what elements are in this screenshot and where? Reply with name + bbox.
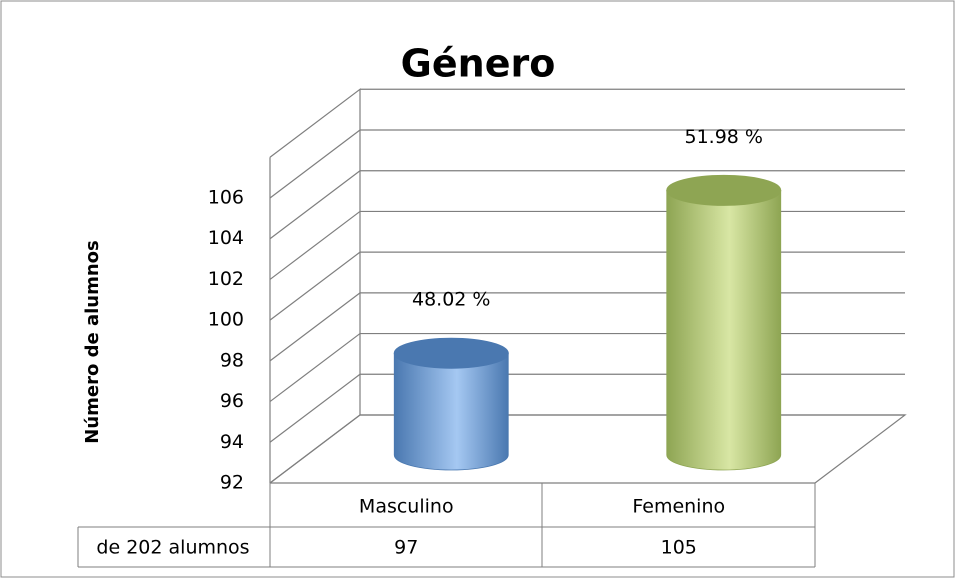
y-tick-label: 106 <box>208 187 244 209</box>
value-label: 48.02 % <box>412 289 491 311</box>
x-tick-label: Femenino <box>632 496 725 518</box>
y-tick-label: 96 <box>220 390 244 412</box>
y-tick-label: 104 <box>208 227 244 249</box>
bar <box>666 189 782 471</box>
y-tick-label: 100 <box>208 309 244 331</box>
grid-line <box>269 129 905 199</box>
table-value: 97 <box>394 537 418 559</box>
x-tick-label: Masculino <box>359 496 454 518</box>
table-row-label: de 202 alumnos <box>96 537 249 559</box>
y-tick-label: 94 <box>220 431 244 453</box>
y-tick-label: 98 <box>220 349 244 371</box>
bar-top <box>666 174 782 206</box>
table-value: 105 <box>661 537 697 559</box>
grid-line <box>269 170 905 240</box>
chart-title: Género <box>401 42 556 86</box>
y-tick-label: 102 <box>208 268 244 290</box>
y-axis-label: Número de alumnos <box>82 240 103 444</box>
y-tick-label: 92 <box>220 472 244 494</box>
bar <box>393 352 509 471</box>
value-label: 51.98 % <box>685 126 764 148</box>
bar-top <box>393 337 509 369</box>
